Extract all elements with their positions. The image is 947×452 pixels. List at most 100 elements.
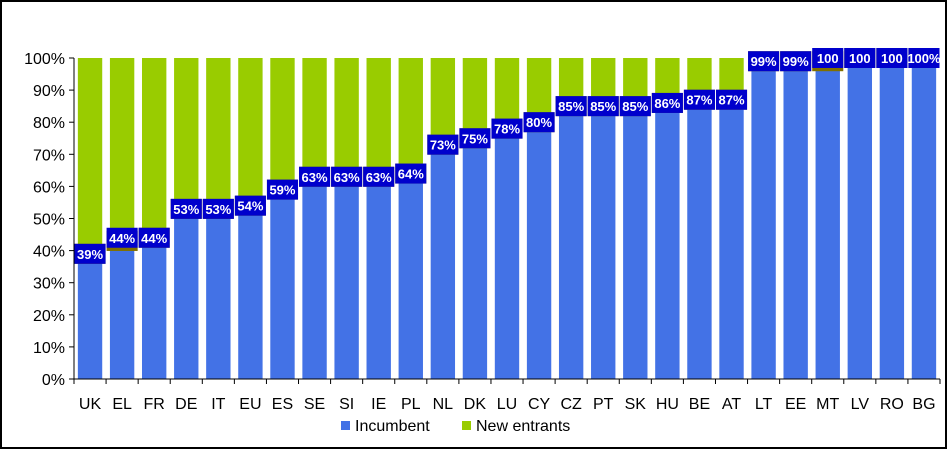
bar-incumbent <box>879 58 905 379</box>
bar-incumbent <box>270 189 295 379</box>
bar-incumbent <box>334 176 359 379</box>
incumbent-data-label-bg <box>363 166 395 187</box>
x-tick-label: BG <box>912 396 935 413</box>
bar-incumbent <box>109 237 135 379</box>
bar-incumbent <box>462 138 488 379</box>
bar-incumbent <box>494 128 520 379</box>
incumbent-data-label-bg <box>459 128 491 149</box>
incumbent-data-label: 100% <box>907 51 941 66</box>
x-tick-label: IE <box>371 396 386 413</box>
x-tick-label: LT <box>755 396 773 413</box>
bar-incumbent <box>687 99 712 379</box>
y-tick-label: 90% <box>33 83 65 100</box>
x-tick-label: LV <box>851 396 870 413</box>
x-axis: UK EL FR DE IT EU ES SE SI IE PL NL DK LU CY CZ PT SK HU BE… <box>73 378 941 413</box>
incumbent-data-label: 100 <box>881 51 903 66</box>
incumbent-data-label-bg <box>587 96 619 117</box>
incumbent-data-label-bg <box>266 179 299 200</box>
bar-new-entrants <box>366 58 391 177</box>
bar-incumbent <box>847 58 873 379</box>
x-tick-label: ES <box>272 396 293 413</box>
y-tick-label: 80% <box>33 115 65 132</box>
x-tick-label: IT <box>211 396 225 413</box>
incumbent-data-label: 85% <box>590 99 616 114</box>
y-tick-label: 30% <box>33 276 65 293</box>
legend-swatch <box>462 421 471 430</box>
y-tick-label: 60% <box>33 179 65 196</box>
x-tick-label: UK <box>79 396 102 413</box>
incumbent-data-label: 44% <box>141 231 167 246</box>
bar-incumbent <box>302 176 327 379</box>
bar-incumbent <box>623 106 648 380</box>
bar-new-entrants <box>302 58 327 177</box>
x-tick-label: PL <box>401 396 421 413</box>
incumbent-data-label-bg <box>106 227 138 248</box>
incumbent-data-label-bg <box>74 243 106 264</box>
x-tick-label: LU <box>497 396 517 413</box>
incumbent-data-label: 39% <box>77 247 103 262</box>
incumbent-data-label: 44% <box>109 231 135 246</box>
legend: Incumbent New entrants <box>341 418 570 435</box>
bar-new-entrants <box>141 58 167 238</box>
x-tick-label: CY <box>528 396 551 413</box>
x-tick-label: SI <box>339 396 354 413</box>
legend-swatch <box>341 421 350 430</box>
x-tick-label: DK <box>464 396 487 413</box>
incumbent-data-label-bg <box>619 96 651 117</box>
x-tick-label: PT <box>593 396 614 413</box>
bar-new-entrants <box>174 58 199 209</box>
y-axis: 0% 10% 20% 30% 40% 50% 60% 70% 80% 90% 100% <box>24 51 75 389</box>
incumbent-data-label: 85% <box>558 99 584 114</box>
incumbent-data-label-bg <box>427 134 459 155</box>
data-labels: 61%57%56%47%47%46%41%37%37%37%36%27%25%2… <box>74 48 941 264</box>
x-tick-label: RO <box>880 396 904 413</box>
x-tick-label: FR <box>144 396 165 413</box>
y-tick-label: 10% <box>33 340 65 357</box>
bar-incumbent <box>174 208 199 379</box>
incumbent-data-label-bg <box>331 166 363 187</box>
bar-new-entrants <box>334 58 359 177</box>
incumbent-data-label: 100 <box>817 51 839 66</box>
x-tick-label: HU <box>656 396 679 413</box>
incumbent-data-label-bg <box>651 92 683 113</box>
incumbent-data-label-bg <box>395 163 427 184</box>
incumbent-data-label-bg <box>170 198 202 219</box>
bar-incumbent <box>655 102 680 379</box>
x-tick-label: BE <box>689 396 710 413</box>
bar-incumbent <box>783 61 808 380</box>
bar-new-entrants <box>109 58 135 238</box>
incumbent-data-label-bg <box>715 89 748 110</box>
x-tick-label: EL <box>112 396 132 413</box>
incumbent-data-label-bg <box>844 48 876 68</box>
incumbent-data-label-bg <box>908 48 940 68</box>
bar-incumbent <box>238 205 263 379</box>
bar-incumbent <box>558 106 584 380</box>
bar-incumbent <box>815 58 840 379</box>
x-tick-label: EE <box>785 396 806 413</box>
incumbent-data-label: 54% <box>237 199 263 214</box>
bar-new-entrants <box>398 58 423 174</box>
incumbent-data-label: 53% <box>173 202 199 217</box>
x-tick-label: SE <box>304 396 325 413</box>
x-tick-label: AT <box>722 396 741 413</box>
bar-incumbent <box>911 58 937 379</box>
y-tick-label: 70% <box>33 147 65 164</box>
incumbent-data-label-bg <box>683 89 715 110</box>
x-tick-label: NL <box>433 396 454 413</box>
y-tick-label: 20% <box>33 308 65 325</box>
incumbent-data-label: 64% <box>398 167 424 182</box>
incumbent-data-label: 75% <box>462 131 488 146</box>
bar-new-entrants <box>430 58 456 145</box>
bar-incumbent <box>526 122 552 379</box>
bar-incumbent <box>398 173 423 379</box>
incumbent-data-label-bg <box>780 51 812 72</box>
incumbent-data-label-bg <box>234 195 266 216</box>
incumbent-data-label-bg <box>299 166 331 187</box>
incumbent-data-label: 87% <box>686 93 712 108</box>
bar-new-entrants <box>526 58 552 123</box>
incumbent-data-label-bg <box>555 96 587 117</box>
incumbent-data-label: 53% <box>205 202 231 217</box>
bar-incumbent <box>751 61 776 380</box>
